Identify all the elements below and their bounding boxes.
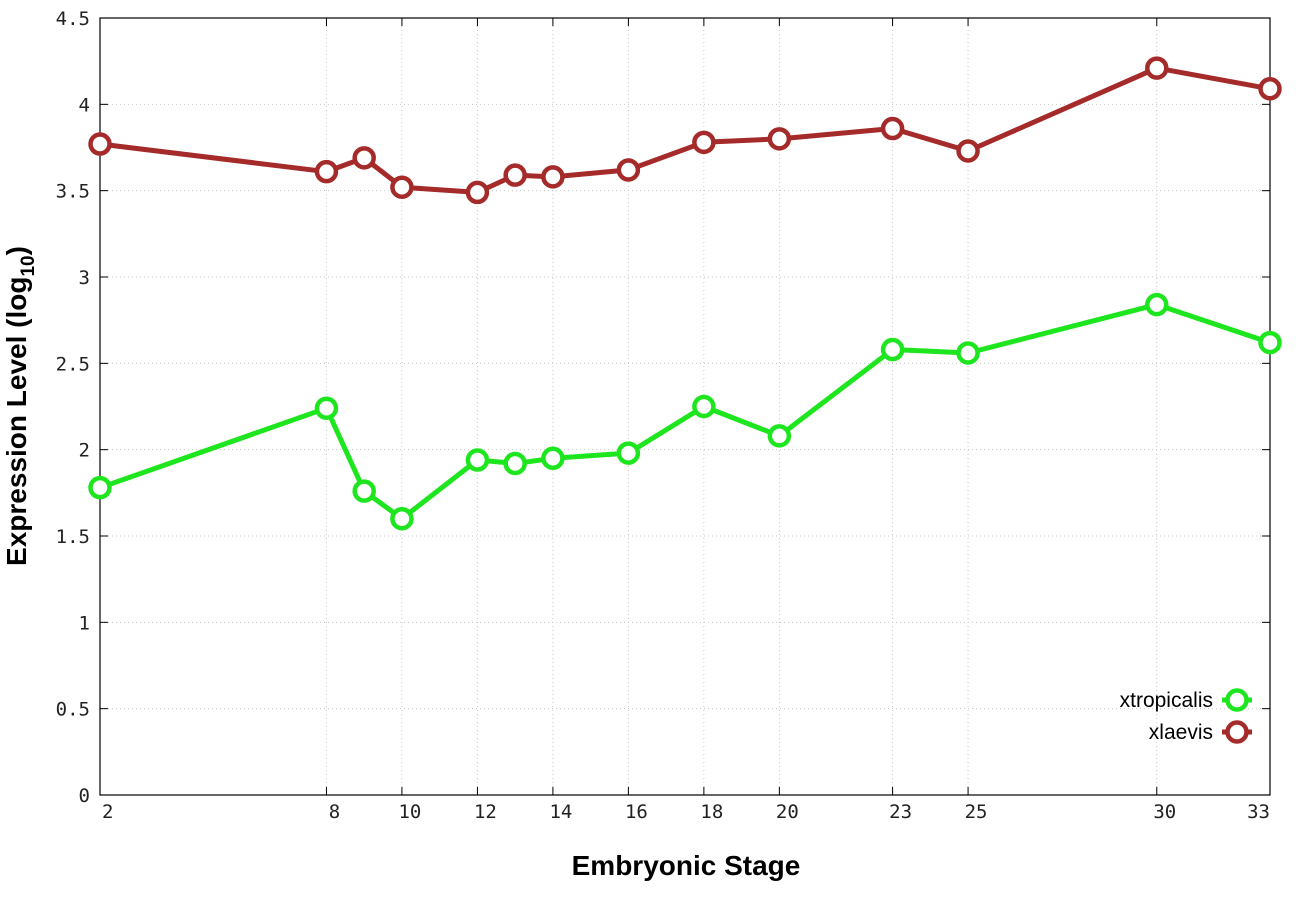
data-point-xtropicalis xyxy=(541,446,565,471)
data-point-xtropicalis xyxy=(465,448,490,472)
data-point-xlaevis xyxy=(616,158,641,182)
y-tick-label: 2 xyxy=(79,440,90,462)
data-point-xtropicalis xyxy=(956,341,980,365)
x-tick-label: 33 xyxy=(1247,801,1270,823)
y-axis-title-close: ) xyxy=(1,246,32,255)
x-tick-label: 23 xyxy=(889,801,912,823)
data-point-xlaevis xyxy=(1258,77,1282,101)
y-axis-title-main: Expression Level (log xyxy=(1,277,32,566)
legend-swatch-marker xyxy=(1225,720,1249,744)
data-point-xlaevis xyxy=(956,139,980,163)
y-tick-label: 0 xyxy=(79,785,90,807)
data-point-xtropicalis xyxy=(390,506,414,531)
series-xtropicalis xyxy=(88,292,1282,531)
data-point-xtropicalis xyxy=(767,424,792,448)
legend-item-xtropicalis: xtropicalis xyxy=(1120,688,1252,712)
x-tick-label: 25 xyxy=(965,801,988,823)
plot-frame xyxy=(99,17,1271,796)
grid xyxy=(100,18,1270,795)
data-point-xtropicalis xyxy=(352,479,376,503)
y-axis-title: Expression Level (log10) xyxy=(1,246,39,566)
data-point-xtropicalis xyxy=(503,451,527,476)
data-point-xtropicalis xyxy=(88,475,112,500)
data-point-xlaevis xyxy=(390,175,414,199)
y-tick-label: 0.5 xyxy=(56,699,90,721)
data-point-xlaevis xyxy=(880,116,905,141)
data-point-xtropicalis xyxy=(692,394,716,419)
legend-swatch-marker xyxy=(1225,688,1249,712)
data-point-xtropicalis xyxy=(314,396,339,420)
data-point-xlaevis xyxy=(352,146,376,170)
data-point-xlaevis xyxy=(465,180,490,205)
axis-ticks: 0 0.5 1 1.5 2 2.5 3 3.5 4 4.5 2 8 10 12 14 16 18 20 23 25 30… xyxy=(56,8,1271,823)
x-tick-label: 12 xyxy=(474,801,497,823)
y-tick-label: 4 xyxy=(79,94,90,116)
legend-label: xlaevis xyxy=(1149,721,1213,744)
legend: xtropicalis xlaevis xyxy=(1120,688,1252,744)
y-tick-label: 2.5 xyxy=(56,353,90,375)
y-tick-label: 3.5 xyxy=(56,181,90,203)
y-tick-label: 1 xyxy=(79,612,90,634)
data-point-xtropicalis xyxy=(880,337,905,362)
data-point-xlaevis xyxy=(88,132,112,156)
y-tick-label: 4.5 xyxy=(56,8,90,30)
series-xlaevis xyxy=(88,56,1282,205)
x-tick-label: 14 xyxy=(549,801,572,823)
y-tick-label: 3 xyxy=(79,267,90,289)
x-tick-label: 16 xyxy=(625,801,648,823)
series-layer xyxy=(88,56,1282,531)
x-tick-label: 30 xyxy=(1153,801,1176,823)
data-point-xtropicalis xyxy=(1145,292,1169,317)
series-line-xtropicalis xyxy=(97,302,1273,522)
data-point-xlaevis xyxy=(541,165,565,189)
series-line-xlaevis xyxy=(97,65,1273,195)
data-point-xlaevis xyxy=(314,159,339,184)
x-tick-label: 2 xyxy=(102,801,113,823)
x-tick-label: 8 xyxy=(329,801,340,823)
x-tick-label: 10 xyxy=(398,801,421,823)
legend-item-xlaevis: xlaevis xyxy=(1149,720,1252,744)
x-tick-label: 20 xyxy=(776,801,799,823)
data-point-xlaevis xyxy=(767,127,792,151)
y-axis-title-subscript: 10 xyxy=(18,255,39,276)
data-point-xtropicalis xyxy=(616,441,641,465)
x-tick-label: 18 xyxy=(700,801,723,823)
legend-label: xtropicalis xyxy=(1120,689,1213,712)
data-point-xlaevis xyxy=(692,130,716,155)
data-point-xlaevis xyxy=(503,163,527,187)
y-tick-label: 1.5 xyxy=(56,526,90,548)
x-axis-title: Embryonic Stage xyxy=(572,850,801,881)
data-point-xtropicalis xyxy=(1258,330,1282,355)
data-point-xlaevis xyxy=(1145,56,1169,80)
